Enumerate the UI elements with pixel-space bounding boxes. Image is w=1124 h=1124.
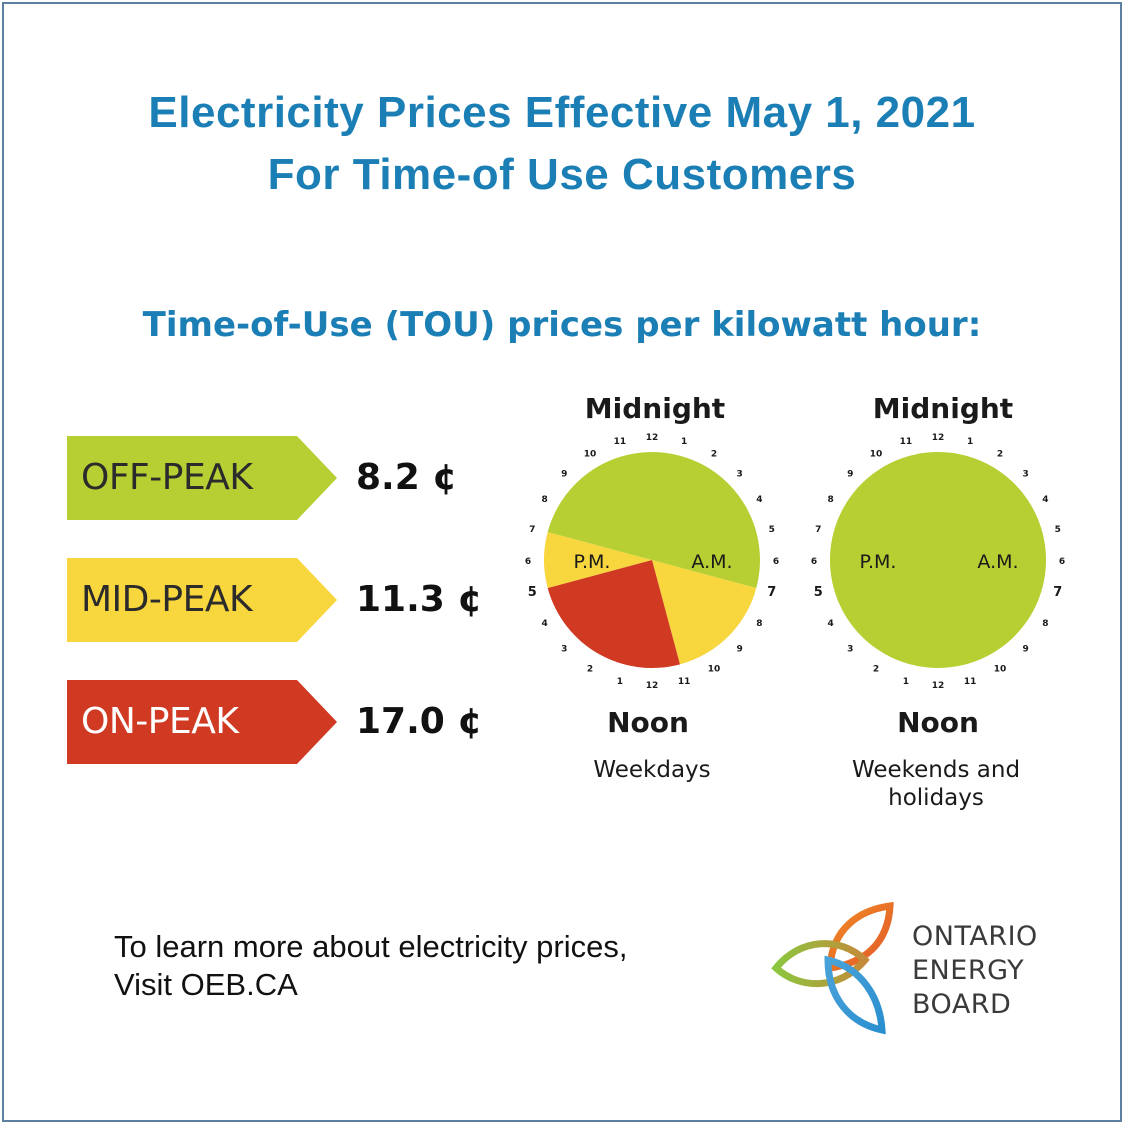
weekday-hour-number: 1 [681,437,687,447]
weekend-am-label: A.M. [977,551,1018,573]
weekend-caption-line-1: Weekends and [851,757,1021,783]
weekday-hour-number: 4 [756,495,762,505]
weekday-hour-number: 5 [769,525,775,535]
on-peak-arrow [297,680,337,764]
weekday-hour-number: 10 [584,450,597,460]
weekday-hour-number: 3 [561,645,567,655]
weekend-hour-number: 8 [827,495,833,505]
weekend-hour-number: 5 [1055,525,1061,535]
weekend-caption: Weekends and holidays [806,756,1066,812]
weekday-hour-number: 9 [561,469,567,479]
logo-wordmark: ONTARIO ENERGY BOARD [912,920,1038,1022]
weekend-hour-number: 10 [994,664,1007,674]
logo-line-2: ENERGY [912,955,1025,986]
weekday-hour-number: 8 [541,495,547,505]
mid-peak-arrow [297,558,337,642]
weekend-hour-number: 4 [1042,495,1048,505]
weekday-noon-label: Noon [607,706,689,739]
weekday-hour-number: 12 [646,681,659,691]
mid-peak-label: MID-PEAK [81,579,253,620]
weekday-segment-mid-peak-0 [652,560,757,665]
weekday-pm-label: P.M. [574,551,611,573]
weekday-hour-number: 2 [711,450,717,460]
weekday-hour-number: 6 [525,557,531,567]
weekend-noon-label: Noon [897,706,979,739]
weekend-pm-label: P.M. [860,551,897,573]
weekend-hour-number: 12 [932,681,945,691]
off-peak-price: 8.2 ¢ [356,457,458,498]
off-peak-label: OFF-PEAK [81,457,253,498]
weekday-caption: Weekdays [593,757,711,783]
weekend-hour-number: 1 [967,437,973,447]
weekday-hour-number: 12 [646,433,659,443]
weekend-hour-number: 5 [814,585,823,600]
weekend-caption-line-2: holidays [888,785,984,811]
weekday-hour-number: 5 [528,585,537,600]
on-peak-price: 17.0 ¢ [356,701,483,742]
weekday-hour-number: 8 [756,619,762,629]
weekday-hour-number: 4 [541,619,547,629]
weekday-hour-number: 7 [529,525,535,535]
off-peak-tag: OFF-PEAK [67,436,337,520]
weekend-hour-number: 12 [932,433,945,443]
weekend-hour-number: 7 [815,525,821,535]
weekend-hour-number: 10 [870,450,883,460]
weekday-hour-number: 10 [708,664,721,674]
weekend-hour-number: 1 [903,677,909,687]
footer-link[interactable]: Visit OEB.CA [114,967,298,1002]
weekday-segment-mid-peak-2 [544,532,652,588]
weekday-hour-number: 9 [737,645,743,655]
logo-line-1: ONTARIO [912,921,1038,952]
weekday-hour-number: 2 [587,664,593,674]
mid-peak-price: 11.3 ¢ [356,579,483,620]
weekend-midnight-label: Midnight [872,392,1014,425]
on-peak-label: ON-PEAK [81,701,239,742]
weekend-hour-number: 11 [964,677,977,687]
weekend-hour-number: 2 [873,664,879,674]
weekday-hour-number: 6 [773,557,779,567]
weekday-am-label: A.M. [691,551,732,573]
weekend-hour-number: 3 [1023,469,1029,479]
mid-peak-tag: MID-PEAK [67,558,337,642]
weekday-hour-number: 1 [617,677,623,687]
footer-text: To learn more about electricity prices, … [114,928,627,1004]
oeb-logo-icon [771,901,894,1035]
weekend-hour-number: 7 [1053,585,1062,600]
weekday-hour-number: 3 [737,469,743,479]
weekend-hour-number: 9 [847,469,853,479]
footer-line-1: To learn more about electricity prices, [114,929,628,964]
weekday-hour-number: 11 [678,677,691,687]
weekend-hour-number: 11 [900,437,913,447]
logo-line-3: BOARD [912,989,1012,1020]
off-peak-arrow [297,436,337,520]
weekend-hour-number: 9 [1023,645,1029,655]
weekend-segment-off-peak-0 [830,452,1046,668]
weekday-midnight-label: Midnight [584,392,726,425]
weekday-segment-off-peak-3 [547,452,760,588]
weekday-segment-on-peak-1 [547,560,680,668]
weekend-hour-number: 8 [1042,619,1048,629]
section-subtitle: Time-of-Use (TOU) prices per kilowatt ho… [142,305,982,345]
weekend-hour-number: 6 [1059,557,1065,567]
weekend-hour-number: 4 [827,619,833,629]
weekend-hour-number: 2 [997,450,1003,460]
weekday-hour-number: 11 [614,437,627,447]
weekend-hour-number: 3 [847,645,853,655]
weekend-hour-number: 6 [811,557,817,567]
on-peak-tag: ON-PEAK [67,680,337,764]
page-title-line-2: For Time-of Use Customers [267,150,857,199]
weekday-hour-number: 7 [767,585,776,600]
page-title: Electricity Prices Effective May 1, 2021 [148,88,976,137]
